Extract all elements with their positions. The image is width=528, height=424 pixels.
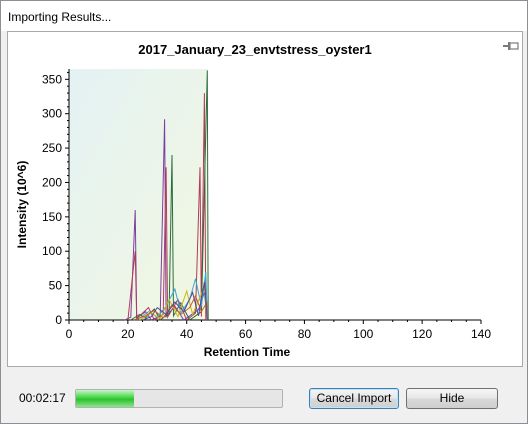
y-tick-label: 100 — [42, 244, 62, 258]
x-axis-label: Retention Time — [204, 345, 291, 359]
x-tick-label: 60 — [239, 327, 253, 341]
cancel-import-button[interactable]: Cancel Import — [309, 388, 399, 409]
title-bar[interactable]: Importing Results... — [1, 1, 527, 31]
pin-icon[interactable] — [503, 38, 519, 56]
x-tick-label: 80 — [298, 327, 312, 341]
y-tick-label: 300 — [42, 107, 62, 121]
x-tick-label: 100 — [353, 327, 373, 341]
x-tick-label: 40 — [180, 327, 194, 341]
x-tick-label: 120 — [412, 327, 432, 341]
chart-title: 2017_January_23_envtstress_oyster1 — [138, 42, 371, 57]
x-tick-label: 0 — [66, 327, 73, 341]
y-tick-label: 250 — [42, 141, 62, 155]
y-tick-label: 200 — [42, 175, 62, 189]
window-title: Importing Results... — [8, 10, 112, 24]
elapsed-time: 00:02:17 — [19, 391, 66, 405]
chart-panel: 2017_January_23_envtstress_oyster1 0 50 100… — [7, 31, 523, 367]
progress-fill — [76, 390, 134, 407]
import-progress-bar — [75, 389, 283, 408]
y-tick-label: 50 — [49, 279, 63, 293]
y-tick-label: 350 — [42, 72, 62, 86]
y-tick-label: 0 — [55, 313, 62, 327]
retention-window-shading — [69, 69, 208, 320]
series-line-6 — [133, 294, 208, 321]
y-tick-label: 150 — [42, 210, 62, 224]
series-line-7 — [142, 282, 208, 321]
x-tick-label: 140 — [471, 327, 491, 341]
x-tick-label: 20 — [121, 327, 135, 341]
status-area: 00:02:17 Cancel Import Hide — [1, 369, 527, 423]
series-line-5 — [139, 286, 208, 321]
y-axis-label: Intensity (10^6) — [15, 161, 29, 249]
chromatogram-chart: 2017_January_23_envtstress_oyster1 0 50 100… — [15, 42, 491, 359]
hide-button[interactable]: Hide — [406, 388, 498, 409]
